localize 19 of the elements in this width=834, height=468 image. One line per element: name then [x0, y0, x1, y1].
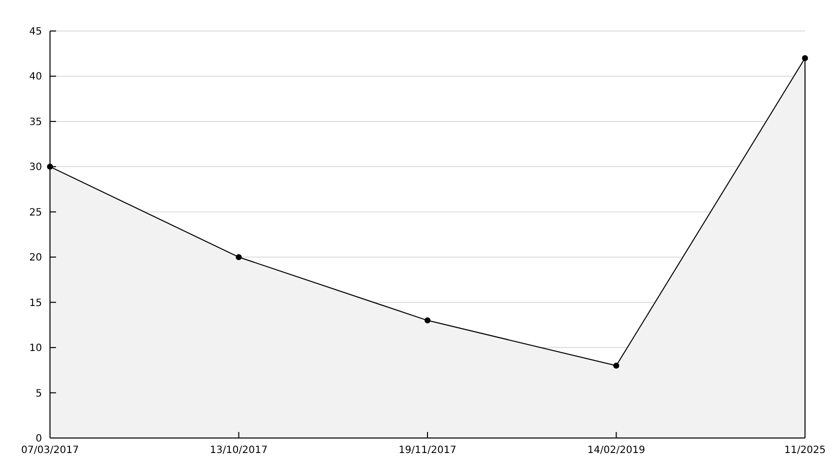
x-tick-label: 19/11/2017: [398, 445, 456, 456]
x-tick-label: 11/2025: [784, 445, 826, 456]
point: [236, 254, 242, 260]
point: [613, 362, 620, 369]
y-tick-label: 35: [29, 116, 42, 128]
y-tick-label: 25: [29, 207, 42, 218]
y-tick-label: 20: [29, 252, 42, 264]
point: [802, 55, 808, 62]
y-tick-label: 0: [36, 434, 42, 444]
point: [424, 317, 430, 324]
x-tick-label: 13/10/2017: [210, 445, 268, 456]
y-tick-label: 30: [29, 162, 42, 174]
y-tick-label: 5: [36, 388, 42, 400]
y-tick-label: 15: [29, 298, 42, 309]
x-tick-label: 14/02/2019: [587, 445, 646, 456]
y-tick-label: 10: [29, 343, 42, 354]
x-tick-label: 07/03/2017: [21, 445, 79, 456]
y-tick-label: 45: [29, 26, 42, 38]
y-tick-label: 40: [29, 72, 42, 83]
